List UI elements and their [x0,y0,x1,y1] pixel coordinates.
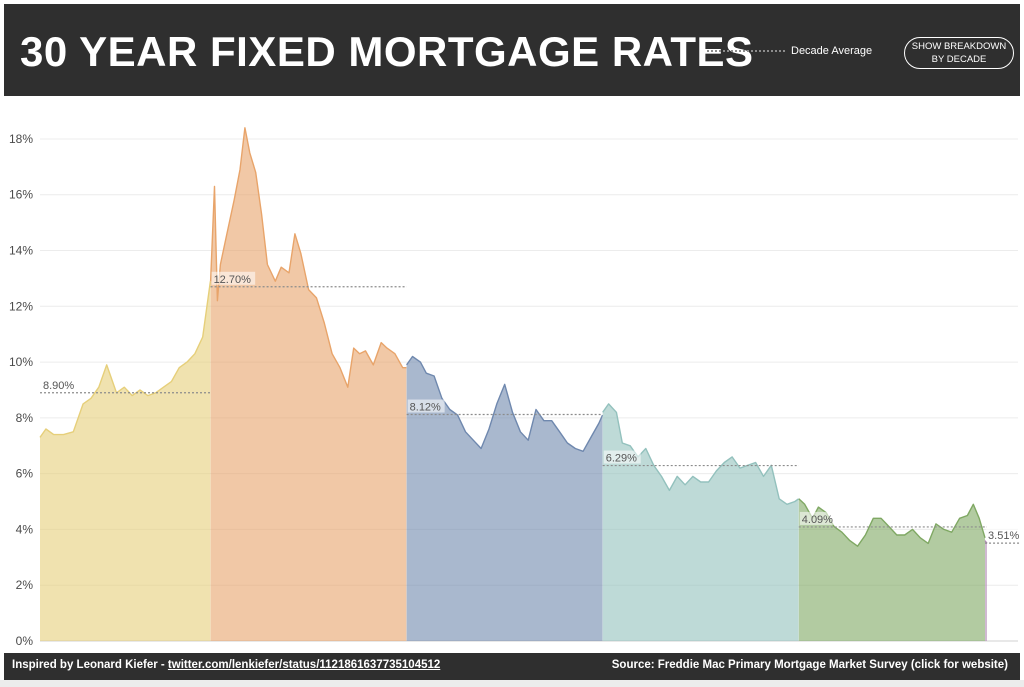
page-title: 30 YEAR FIXED MORTGAGE RATES [20,28,754,75]
area-1990s-line [406,355,604,452]
y-tick-label: 10% [9,355,33,369]
y-tick-label: 6% [16,467,34,481]
decade-average-label-bg [603,450,641,464]
decade-average-label-bg [986,528,1024,542]
footer-source-link[interactable]: Source: Freddie Mac Primary Mortgage Mar… [611,659,1008,671]
y-tick-label: 14% [9,244,33,258]
y-tick-label: 2% [16,578,34,592]
decade-average-layer: 8.90% 12.70% 8.12% 6.29% 4.09% 3.51% [40,271,1024,544]
decade-average-label-bg [407,399,445,413]
area-1970s-line [39,281,212,438]
area-2020s[interactable] [985,540,987,641]
mortgage-rate-chart: 8.90% 12.70% 8.12% 6.29% 4.09% 3.51% 0% 2% 4% 6%… [9,127,1024,648]
y-tick-label: 12% [9,299,33,313]
decade-average-label-bg [799,511,837,525]
area-1990s[interactable] [406,356,603,642]
decade-average-label-bg [211,271,256,285]
bottom-strip [0,680,1024,687]
footer-twitter-link[interactable]: twitter.com/lenkiefer/status/11218616377… [167,659,441,671]
area-2000s-line [602,403,800,505]
decade-average-label: 12.70% [214,274,252,286]
y-axis-ticks: 0% 2% 4% 6% 8% 10% 12% 14% 16% 18% [9,132,33,648]
header-bar: 30 YEAR FIXED MORTGAGE RATES Decade Aver… [4,4,1020,96]
footer-bar: Inspired by Leonard Kiefer - twitter.com… [4,653,1020,680]
area-1980s[interactable] [210,127,407,642]
show-breakdown-button[interactable]: SHOW BREAKDOWN BY DECADE [904,37,1014,69]
area-1970s[interactable] [40,281,211,641]
decade-average-label: 3.51% [988,530,1019,542]
decade-average-swatch [707,50,785,52]
footer-credit: Inspired by Leonard Kiefer - twitter.com… [12,659,440,671]
area-layer [39,127,988,642]
legend: Decade Average [707,45,872,57]
decade-average-label: 8.90% [43,380,74,392]
y-tick-label: 18% [9,132,33,146]
y-tick-label: 16% [9,188,33,202]
decade-average-label: 8.12% [410,402,441,414]
chart-area: 8.90% 12.70% 8.12% 6.29% 4.09% 3.51% 0% 2% 4% 6%… [0,100,1024,650]
footer-credit-prefix: Inspired by Leonard Kiefer - [12,659,168,671]
decade-average-label-bg [41,377,78,391]
decade-average-label: 6.29% [606,453,637,465]
y-tick-label: 0% [16,634,34,648]
decade-average-label: 4.09% [802,514,833,526]
area-1980s-line [209,127,407,388]
legend-label: Decade Average [791,45,873,57]
area-2010s[interactable] [798,498,985,641]
y-tick-label: 8% [16,411,34,425]
y-tick-label: 4% [16,522,34,536]
area-2000s[interactable] [602,403,799,641]
